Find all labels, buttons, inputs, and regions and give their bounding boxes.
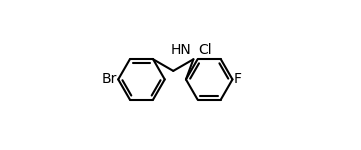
Text: Cl: Cl bbox=[198, 43, 212, 57]
Text: HN: HN bbox=[170, 43, 191, 57]
Text: Br: Br bbox=[101, 72, 117, 86]
Text: F: F bbox=[234, 72, 242, 86]
